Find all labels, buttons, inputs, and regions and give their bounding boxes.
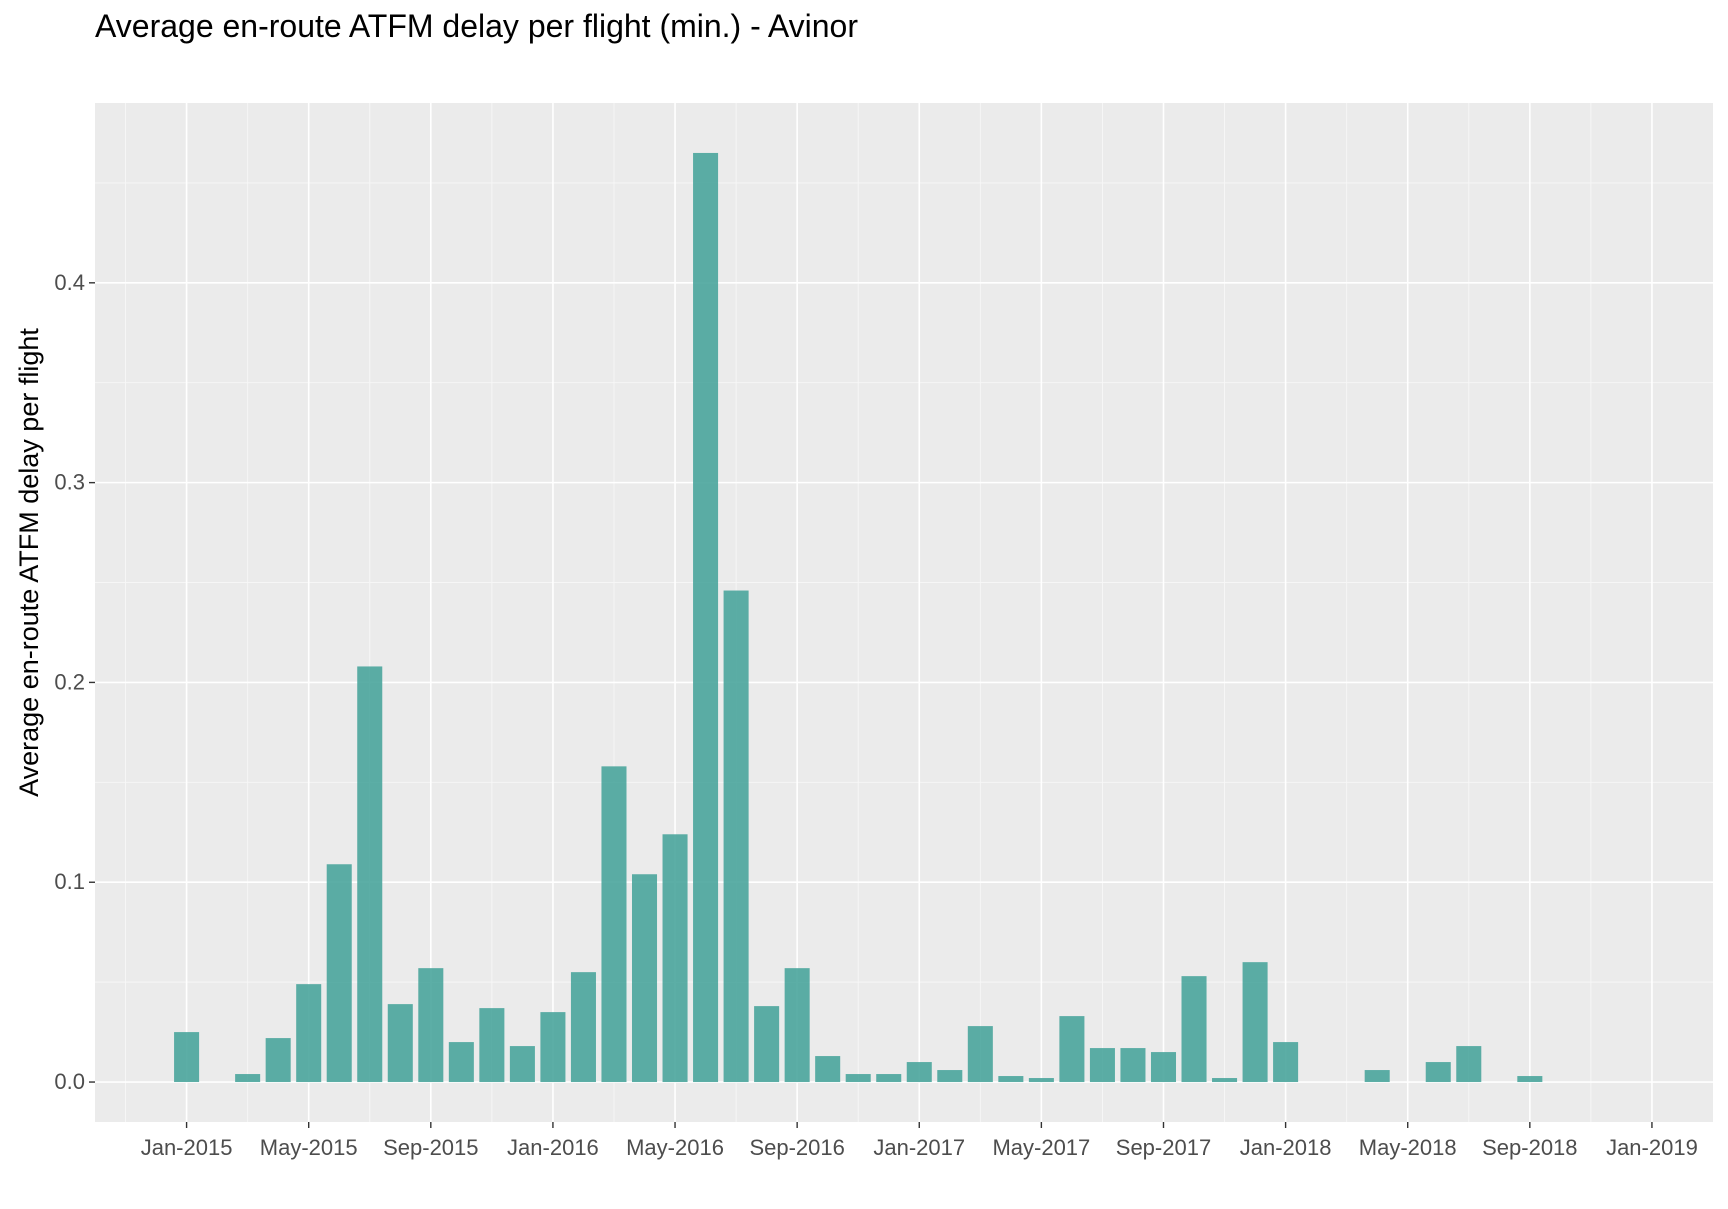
bar-2016-05 <box>662 834 688 1083</box>
bar-2015-04 <box>265 1038 291 1083</box>
bar-2017-02 <box>937 1070 963 1083</box>
bar-2017-03 <box>967 1026 993 1083</box>
bar-2017-05 <box>1028 1078 1054 1083</box>
bar-2016-09 <box>784 968 810 1083</box>
bar-2015-10 <box>448 1042 474 1083</box>
bar-2016-01 <box>540 1012 566 1083</box>
chart-title: Average en-route ATFM delay per flight (… <box>95 8 858 44</box>
bar-2016-06 <box>693 152 719 1083</box>
bar-2016-12 <box>876 1074 902 1083</box>
bar-2016-10 <box>815 1056 841 1083</box>
bar-2018-09 <box>1517 1076 1543 1083</box>
y-tick-label: 0.1 <box>54 869 85 894</box>
x-tick-label: Sep-2016 <box>749 1135 844 1160</box>
bar-2017-10 <box>1181 976 1207 1083</box>
y-tick-label: 0.2 <box>54 669 85 694</box>
bar-2017-04 <box>998 1076 1024 1083</box>
bar-2018-04 <box>1364 1070 1390 1083</box>
bar-2016-11 <box>845 1074 871 1083</box>
x-tick-label: May-2017 <box>992 1135 1090 1160</box>
x-tick-label: May-2016 <box>626 1135 724 1160</box>
x-tick-label: Sep-2017 <box>1116 1135 1211 1160</box>
bar-2015-08 <box>387 1004 413 1083</box>
y-axis: 0.0 0.1 0.2 0.3 0.4 <box>54 270 95 1094</box>
bars <box>174 152 1543 1083</box>
x-tick-label: May-2018 <box>1359 1135 1457 1160</box>
bar-2017-11 <box>1212 1078 1238 1083</box>
x-tick-label: Jan-2017 <box>873 1135 965 1160</box>
x-tick-label: Sep-2015 <box>383 1135 478 1160</box>
bar-2017-12 <box>1242 962 1268 1083</box>
bar-2015-07 <box>357 666 383 1083</box>
bar-2017-09 <box>1150 1052 1177 1083</box>
bar-2018-06 <box>1425 1062 1451 1083</box>
bar-2017-08 <box>1120 1048 1146 1083</box>
bar-2017-06 <box>1059 1016 1085 1083</box>
x-axis: Jan-2015 May-2015 Sep-2015 Jan-2016 May-2016… <box>141 1122 1698 1160</box>
bar-2015-11 <box>479 1008 505 1083</box>
bar-2015-09 <box>418 968 444 1083</box>
bar-2018-01 <box>1273 1042 1299 1083</box>
x-tick-label: Sep-2018 <box>1482 1135 1577 1160</box>
x-tick-label: May-2015 <box>260 1135 358 1160</box>
bar-2016-08 <box>754 1006 780 1083</box>
y-tick-label: 0.3 <box>54 470 85 495</box>
x-tick-label: Jan-2018 <box>1240 1135 1332 1160</box>
y-tick-label: 0.0 <box>54 1069 85 1094</box>
x-tick-label: Jan-2016 <box>507 1135 599 1160</box>
bar-2015-03 <box>235 1074 261 1083</box>
y-tick-label: 0.4 <box>54 270 85 295</box>
y-axis-title: Average en-route ATFM delay per flight <box>14 328 44 797</box>
bar-2017-01 <box>906 1062 932 1083</box>
bar-2016-02 <box>570 972 596 1083</box>
bar-2016-03 <box>601 766 627 1083</box>
bar-2016-07 <box>723 590 749 1083</box>
x-tick-label: Jan-2019 <box>1606 1135 1698 1160</box>
bar-2017-07 <box>1089 1048 1115 1083</box>
x-tick-label: Jan-2015 <box>141 1135 233 1160</box>
bar-2015-06 <box>326 864 352 1083</box>
bar-2015-12 <box>509 1046 535 1083</box>
bar-2015-01 <box>174 1032 200 1083</box>
bar-2018-07 <box>1456 1046 1482 1083</box>
bar-2016-04 <box>631 874 658 1083</box>
bar-2015-05 <box>296 984 322 1083</box>
